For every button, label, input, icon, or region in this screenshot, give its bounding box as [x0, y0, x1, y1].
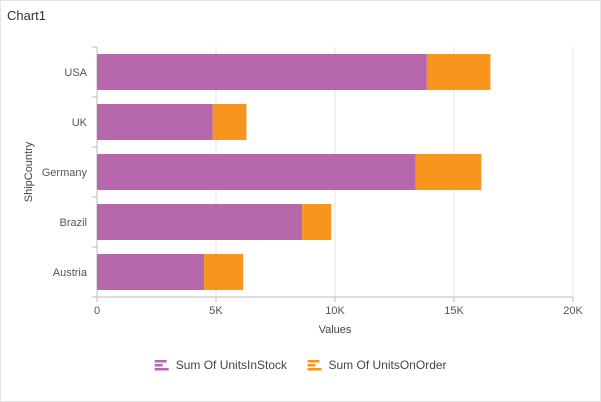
- y-tick-label: Austria: [53, 267, 88, 279]
- x-axis-title: Values: [319, 324, 352, 336]
- legend-bar-icon: [154, 360, 167, 363]
- x-tick-label: 20K: [563, 305, 583, 317]
- y-tick-label: Germany: [42, 167, 88, 179]
- y-tick-label: UK: [72, 117, 88, 129]
- legend-item-label[interactable]: Sum Of UnitsInStock: [176, 358, 288, 372]
- y-tick-label: Brazil: [59, 217, 87, 229]
- x-tick-label: 15K: [444, 305, 464, 317]
- legend-bar-icon: [307, 360, 320, 363]
- legend-bar-icon: [154, 364, 163, 367]
- x-tick-label: 0: [94, 305, 100, 317]
- legend-item-label[interactable]: Sum Of UnitsOnOrder: [329, 358, 447, 372]
- bar-units-in-stock[interactable]: [97, 54, 427, 90]
- bar-units-on-order[interactable]: [415, 154, 482, 190]
- widget-title: Chart1: [7, 8, 47, 23]
- bar-units-in-stock[interactable]: [97, 154, 416, 190]
- legend-bar-icon: [307, 364, 316, 367]
- y-tick-label: USA: [64, 67, 87, 79]
- bar-units-in-stock[interactable]: [97, 104, 213, 140]
- bar-units-in-stock[interactable]: [97, 254, 205, 290]
- bar-units-in-stock[interactable]: [97, 204, 303, 240]
- legend-bar-icon: [307, 368, 322, 371]
- x-tick-label: 10K: [325, 305, 345, 317]
- bar-units-on-order[interactable]: [212, 104, 247, 140]
- bar-units-on-order[interactable]: [302, 204, 332, 240]
- bar-units-on-order[interactable]: [426, 54, 491, 90]
- legend-bar-icon: [154, 368, 169, 371]
- bar-units-on-order[interactable]: [204, 254, 244, 290]
- y-axis-title: ShipCountry: [23, 141, 35, 202]
- x-tick-label: 5K: [209, 305, 223, 317]
